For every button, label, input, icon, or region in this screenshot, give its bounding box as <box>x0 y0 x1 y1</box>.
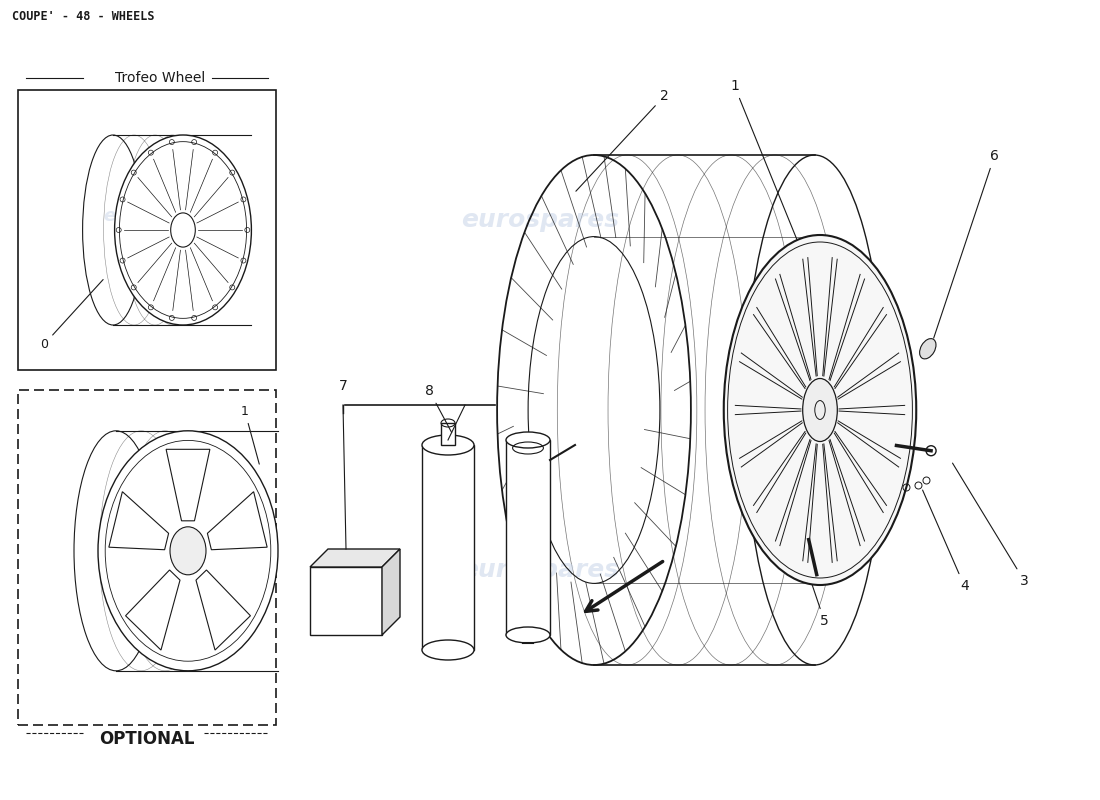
Ellipse shape <box>170 526 206 574</box>
Text: OPTIONAL: OPTIONAL <box>99 730 195 748</box>
Ellipse shape <box>920 338 936 359</box>
Bar <box>18 90 276 370</box>
Text: 1: 1 <box>730 79 800 246</box>
Ellipse shape <box>506 432 550 448</box>
Text: 1: 1 <box>241 405 260 464</box>
Text: eurospares: eurospares <box>103 532 217 550</box>
Text: COUPE' - 48 - WHEELS: COUPE' - 48 - WHEELS <box>12 10 154 23</box>
Ellipse shape <box>114 135 252 325</box>
Text: eurospares: eurospares <box>139 210 262 230</box>
Text: 8: 8 <box>425 384 452 433</box>
Text: 6: 6 <box>934 149 999 338</box>
Polygon shape <box>382 549 400 635</box>
Text: eurospares: eurospares <box>139 410 262 430</box>
Text: 2: 2 <box>576 89 669 191</box>
Ellipse shape <box>803 378 837 442</box>
Ellipse shape <box>724 235 916 585</box>
Text: 4: 4 <box>923 490 969 593</box>
Ellipse shape <box>98 430 278 670</box>
Text: eurospares: eurospares <box>461 558 619 582</box>
Text: Trofeo Wheel: Trofeo Wheel <box>114 71 205 85</box>
Text: 3: 3 <box>953 463 1028 588</box>
Text: 0: 0 <box>40 279 103 351</box>
Polygon shape <box>310 549 400 567</box>
Polygon shape <box>310 567 382 635</box>
Text: 7: 7 <box>339 379 348 393</box>
Bar <box>18 390 276 725</box>
Ellipse shape <box>422 640 474 660</box>
Ellipse shape <box>506 627 550 643</box>
Text: eurospares: eurospares <box>103 207 217 225</box>
Ellipse shape <box>422 435 474 455</box>
Text: eurospares: eurospares <box>461 208 619 232</box>
Bar <box>506 440 550 635</box>
Bar <box>422 445 474 650</box>
Text: 5: 5 <box>810 578 828 628</box>
Bar <box>441 423 455 445</box>
